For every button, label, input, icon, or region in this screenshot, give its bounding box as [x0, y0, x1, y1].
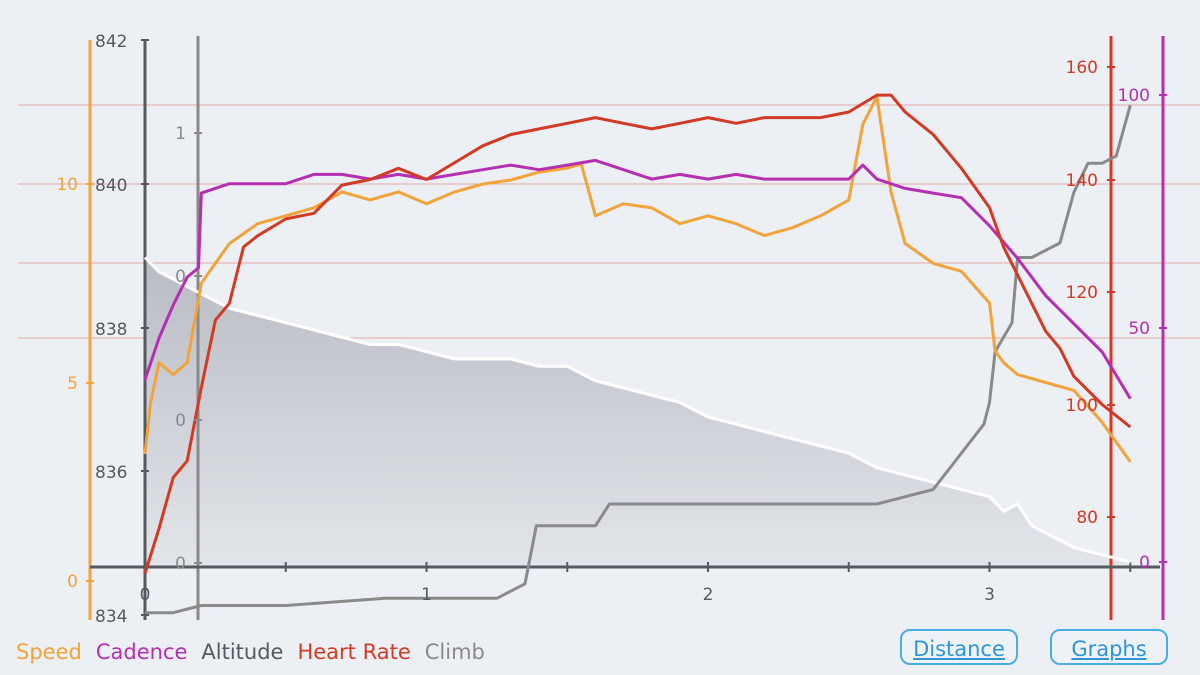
cadence-tick-label: 100 [1118, 86, 1150, 106]
legend-climb: Climb [424, 640, 485, 664]
altitude-tick-label: 836 [95, 463, 127, 483]
legend: Speed Cadence Altitude Heart Rate Climb [16, 640, 499, 664]
speed-tick-label: 5 [67, 374, 78, 394]
climb-tick-label: 0 [175, 554, 186, 574]
climb-tick-label: 0 [175, 411, 186, 431]
series-layer [143, 93, 1132, 615]
heart-rate-line [143, 93, 1132, 574]
cadence-line [143, 158, 1132, 400]
distance-button[interactable]: Distance [900, 629, 1018, 665]
heart-rate-tick-label: 160 [1066, 58, 1098, 78]
graphs-button[interactable]: Graphs [1050, 629, 1168, 665]
legend-cadence: Cadence [95, 640, 188, 664]
heart-rate-tick-label: 80 [1076, 508, 1098, 528]
heart-rate-tick-label: 100 [1066, 396, 1098, 416]
legend-heart-rate: Heart Rate [297, 640, 411, 664]
x-tick-label: 3 [984, 585, 995, 605]
cadence-tick-label: 50 [1128, 319, 1150, 339]
climb-tick-label: 0 [175, 267, 186, 287]
legend-speed: Speed [16, 640, 82, 664]
heart-rate-tick-label: 140 [1066, 171, 1098, 191]
altitude-tick-label: 838 [95, 320, 127, 340]
legend-altitude: Altitude [201, 640, 284, 664]
altitude-line [143, 256, 1131, 564]
altitude-area-layer [145, 257, 1131, 567]
x-tick-label: 0 [140, 585, 151, 605]
x-tick-label: 2 [703, 585, 714, 605]
x-tick-label: 1 [421, 585, 432, 605]
altitude-tick-label: 834 [95, 607, 127, 627]
heart-rate-tick-label: 120 [1066, 283, 1098, 303]
speed-tick-label: 10 [56, 175, 78, 195]
altitude-tick-label: 840 [95, 176, 127, 196]
cadence-tick-label: 0 [1139, 553, 1150, 573]
speed-line [143, 95, 1132, 463]
tick-labels: 8428408388368341050100016014012010080100… [56, 32, 1167, 627]
altitude-tick-label: 842 [95, 32, 127, 52]
climb-tick-label: 1 [175, 124, 186, 144]
speed-tick-label: 0 [67, 572, 78, 592]
altitude-area [145, 257, 1131, 567]
climb-line [145, 104, 1132, 615]
